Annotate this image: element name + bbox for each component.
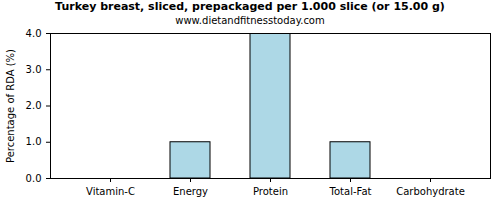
svg-text:3.0: 3.0 (26, 64, 42, 75)
svg-text:Energy: Energy (173, 186, 208, 197)
svg-text:0.0: 0.0 (26, 173, 42, 184)
html-text:Turkey breast, sliced, prepack: Turkey breast, sliced, prepackaged per 1… (55, 0, 445, 13)
svg-text:Protein: Protein (253, 186, 288, 197)
svg-text:Total-Fat: Total-Fat (329, 186, 372, 197)
html-text:www.dietandfitnesstoday.com: www.dietandfitnesstoday.com (175, 15, 325, 26)
svg-text:Percentage of RDA (%): Percentage of RDA (%) (5, 49, 16, 163)
svg-text:4.0: 4.0 (26, 28, 42, 39)
svg-text:2.0: 2.0 (26, 100, 42, 111)
svg-text:Vitamin-C: Vitamin-C (86, 186, 135, 197)
svg-text:Carbohydrate: Carbohydrate (396, 186, 465, 197)
svg-text:1.0: 1.0 (26, 136, 42, 147)
